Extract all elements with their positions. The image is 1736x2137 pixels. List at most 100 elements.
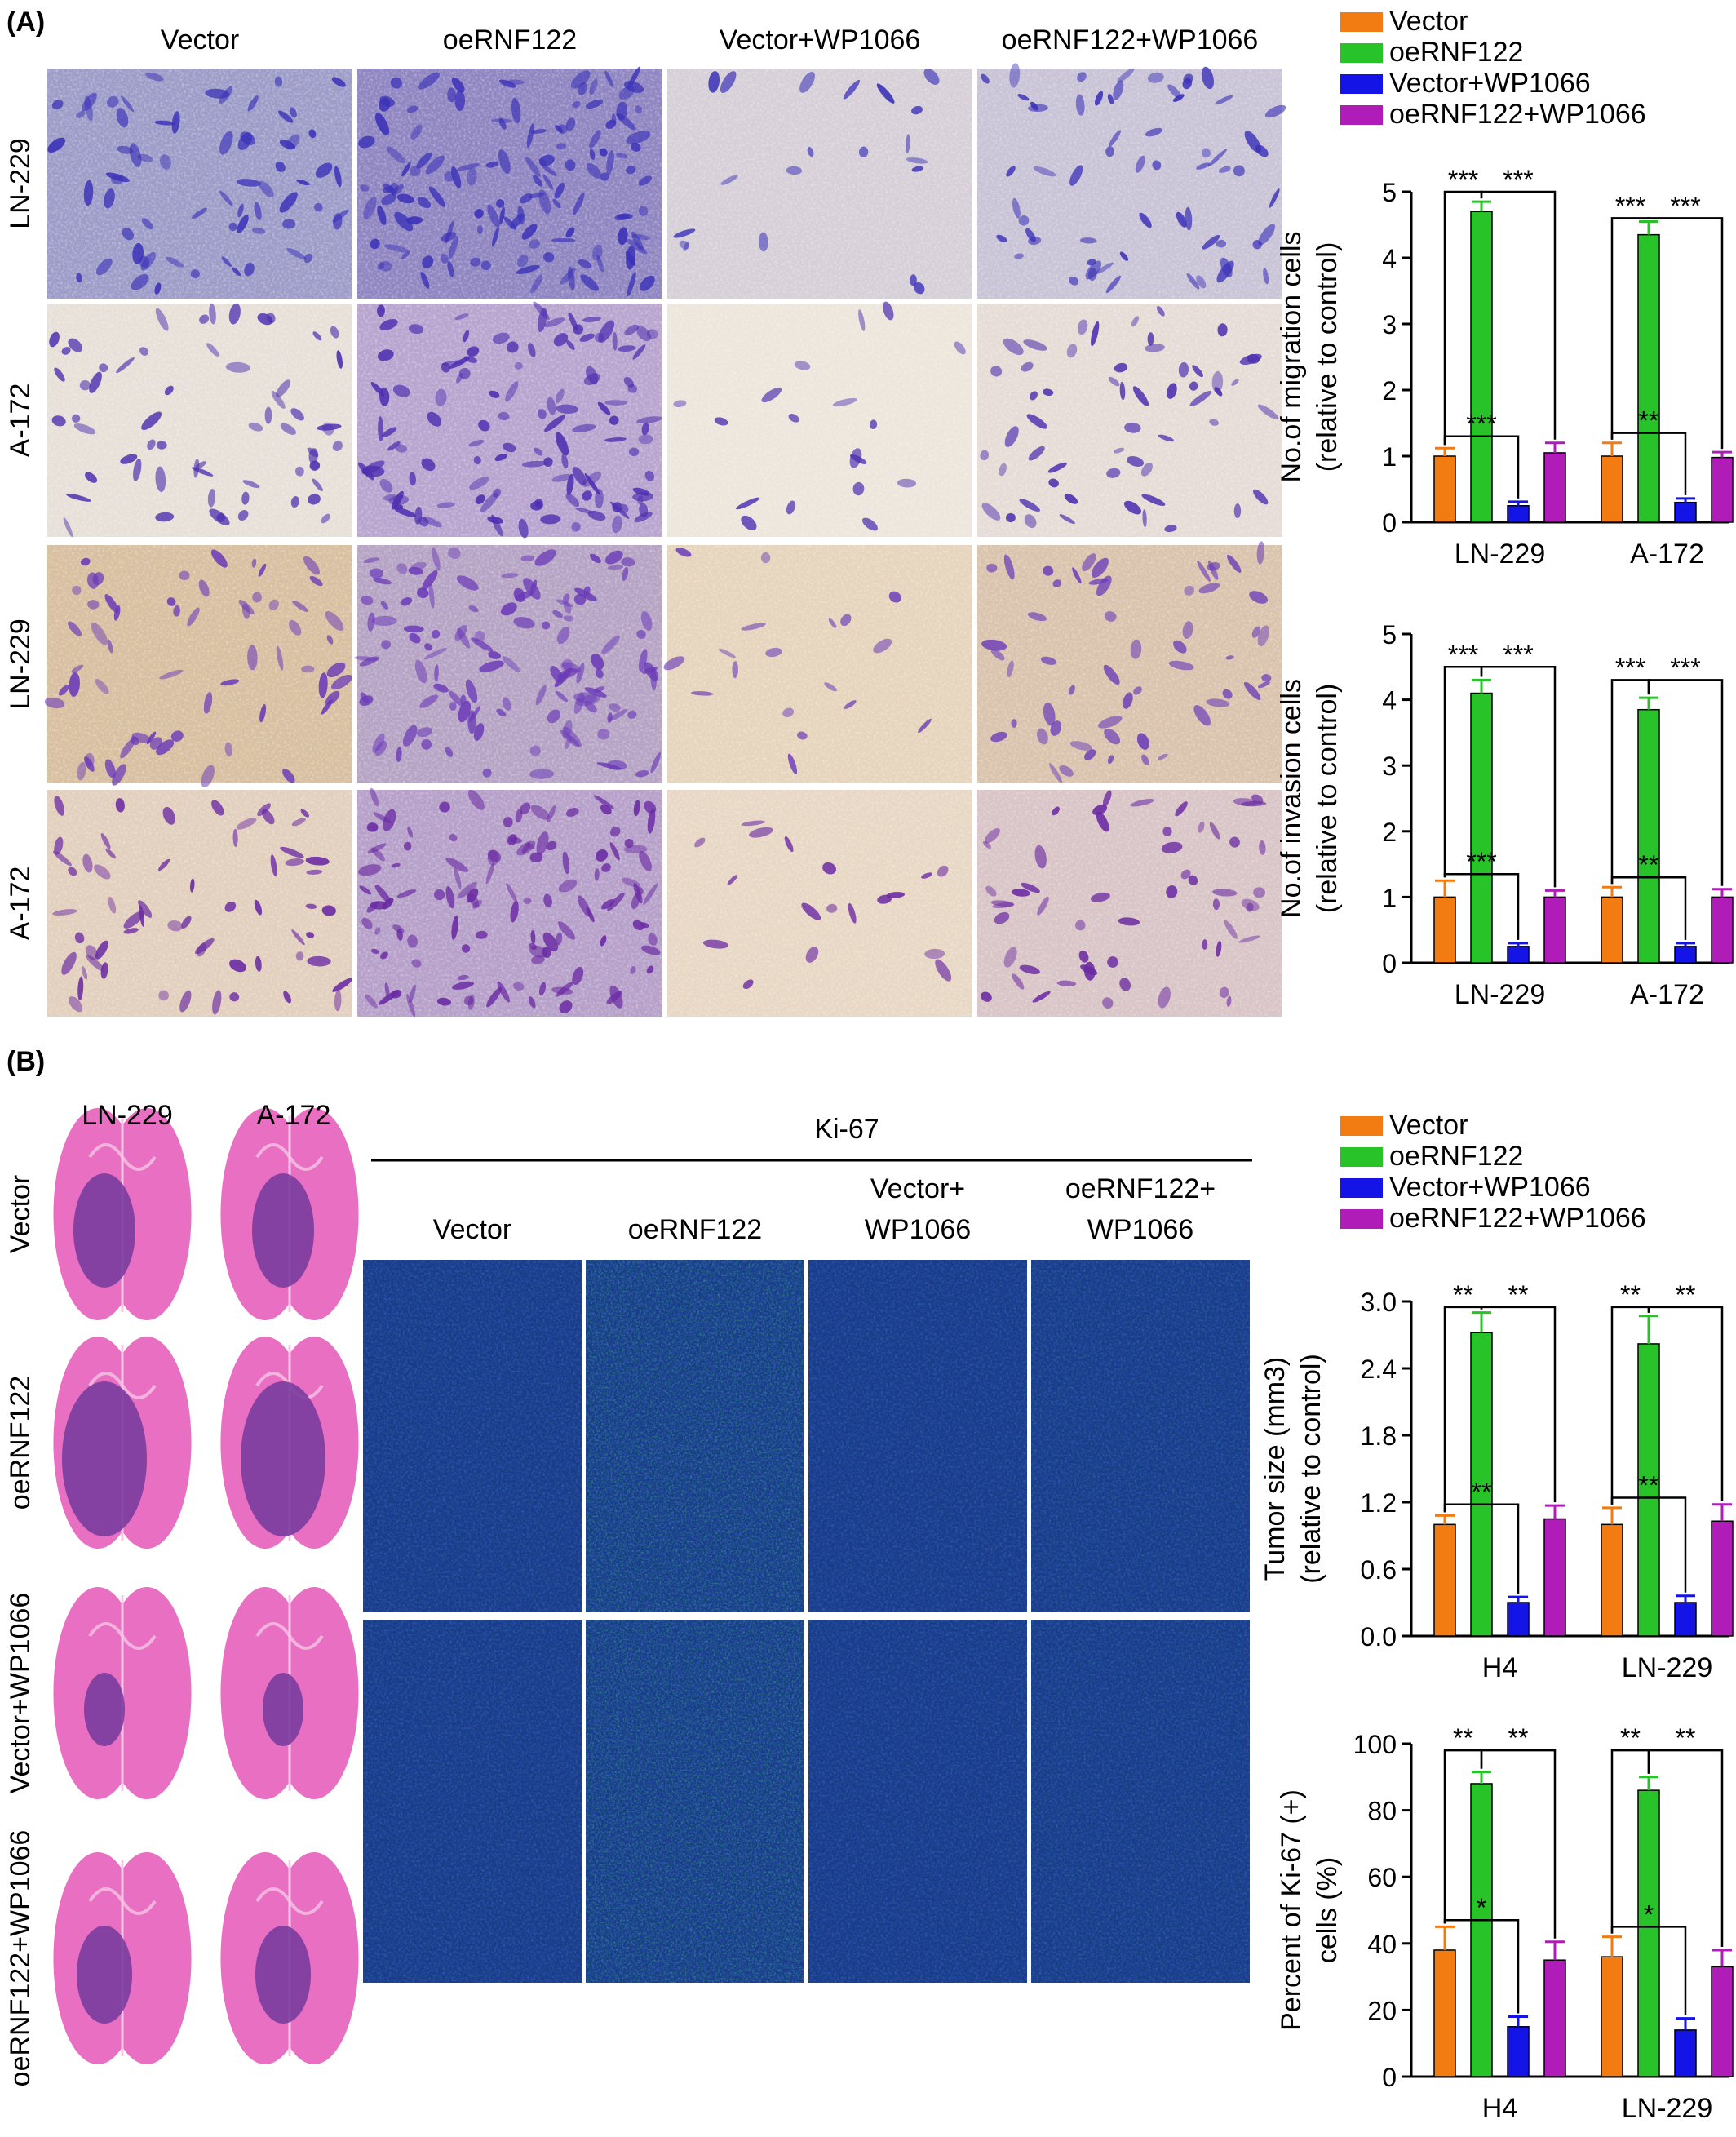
cell-blob: [68, 338, 83, 352]
cell-blob: [788, 414, 799, 423]
cell-blob: [635, 105, 643, 113]
cell-blob: [69, 995, 83, 1013]
cell-blob: [1102, 997, 1114, 1009]
cell-blob: [396, 747, 402, 762]
cell-blob: [556, 143, 566, 149]
cell-blob: [1207, 149, 1227, 167]
cell-blob: [609, 415, 619, 425]
ki67-column-header-1: Vector: [433, 1214, 512, 1245]
cell-blob: [236, 818, 257, 830]
cell-blob: [570, 70, 591, 89]
cell-blob: [264, 406, 272, 424]
cell-blob: [1043, 565, 1054, 576]
cell-blob: [379, 318, 398, 330]
cell-blob: [447, 261, 454, 277]
cell-blob: [154, 282, 162, 295]
cell-blob: [935, 959, 952, 982]
cell-blob: [1059, 514, 1075, 525]
cell-blob: [382, 898, 394, 910]
cell-blob: [94, 864, 111, 880]
cell-blob: [361, 595, 374, 605]
cell-blob: [496, 708, 507, 717]
cell-blob: [1091, 557, 1109, 578]
cell-blob: [622, 566, 629, 581]
y-tick-label: 80: [1367, 1797, 1397, 1826]
cell-blob: [574, 692, 597, 703]
cell-blob: [120, 738, 135, 759]
cell-blob: [366, 822, 379, 832]
cell-blob: [1119, 381, 1126, 401]
cell-blob: [561, 454, 569, 469]
bar: [1543, 1959, 1566, 2077]
cell-blob: [475, 930, 488, 939]
cell-blob: [363, 557, 379, 564]
legend-swatch: [1340, 74, 1383, 94]
cell-blob: [510, 901, 519, 923]
cell-blob: [476, 225, 483, 234]
cell-blob: [388, 494, 410, 506]
cell-blob: [286, 248, 307, 259]
cell-blob: [543, 252, 555, 263]
cell-blob: [116, 108, 129, 128]
significance-bracket: [1647, 1749, 1724, 1947]
cell-blob: [1216, 260, 1234, 283]
cell-blob: [1105, 275, 1121, 294]
cell-blob: [282, 769, 295, 783]
cell-blob: [1206, 698, 1230, 707]
cell-blob: [374, 884, 392, 904]
column-header-1: Vector: [161, 24, 239, 55]
cell-blob: [555, 388, 565, 403]
cell-blob: [321, 513, 330, 524]
cell-blob: [61, 347, 71, 355]
cell-blob: [277, 110, 294, 123]
cell-blob: [379, 387, 390, 406]
cell-blob: [224, 901, 237, 912]
transwell-image: [977, 304, 1282, 537]
cell-blob: [1202, 939, 1208, 950]
cell-blob: [156, 739, 175, 756]
cell-blob: [159, 153, 171, 170]
cell-blob: [1180, 869, 1191, 880]
cell-blob: [374, 113, 390, 135]
cell-blob: [910, 274, 917, 286]
cell-blob: [498, 117, 507, 130]
brain-section: [53, 1337, 192, 1549]
transwell-image: [47, 790, 353, 1017]
cell-blob: [82, 853, 93, 873]
cell-blob: [985, 828, 1000, 844]
cell-blob: [436, 997, 452, 1006]
cell-blob: [1167, 383, 1177, 399]
ki67-column-header-2: oeRNF122: [628, 1214, 762, 1245]
cell-blob: [421, 738, 432, 750]
cell-blob: [384, 982, 390, 998]
cell-blob: [1239, 353, 1262, 365]
cell-blob: [54, 796, 65, 816]
cell-blob: [575, 507, 593, 514]
bar: [1601, 1956, 1623, 2077]
cell-blob: [1184, 585, 1194, 596]
cell-blob: [1142, 509, 1147, 528]
y-tick-label: 4: [1382, 686, 1397, 716]
cell-blob: [625, 250, 636, 266]
bar: [1711, 1520, 1734, 1637]
image-texture: [357, 69, 662, 299]
cell-blob: [542, 932, 559, 952]
cell-blob: [1109, 130, 1122, 147]
cell-blob: [232, 267, 241, 277]
cell-blob: [107, 639, 113, 654]
cell-blob: [562, 851, 570, 875]
cell-blob: [473, 456, 481, 464]
legends: VectoroeRNF122Vector+WP1066oeRNF122+WP10…: [1340, 6, 1646, 1234]
cell-blob: [377, 349, 394, 361]
cell-blob: [555, 432, 569, 456]
cell-blob: [1107, 755, 1114, 765]
cell-blob: [473, 723, 485, 741]
cell-blob: [87, 600, 100, 610]
bar: [1711, 1966, 1734, 2077]
cell-blob: [1147, 332, 1154, 346]
cell-blob: [381, 193, 396, 206]
legend-swatch: [1340, 43, 1383, 63]
cell-blob: [451, 166, 462, 188]
cell-blob: [58, 685, 69, 696]
